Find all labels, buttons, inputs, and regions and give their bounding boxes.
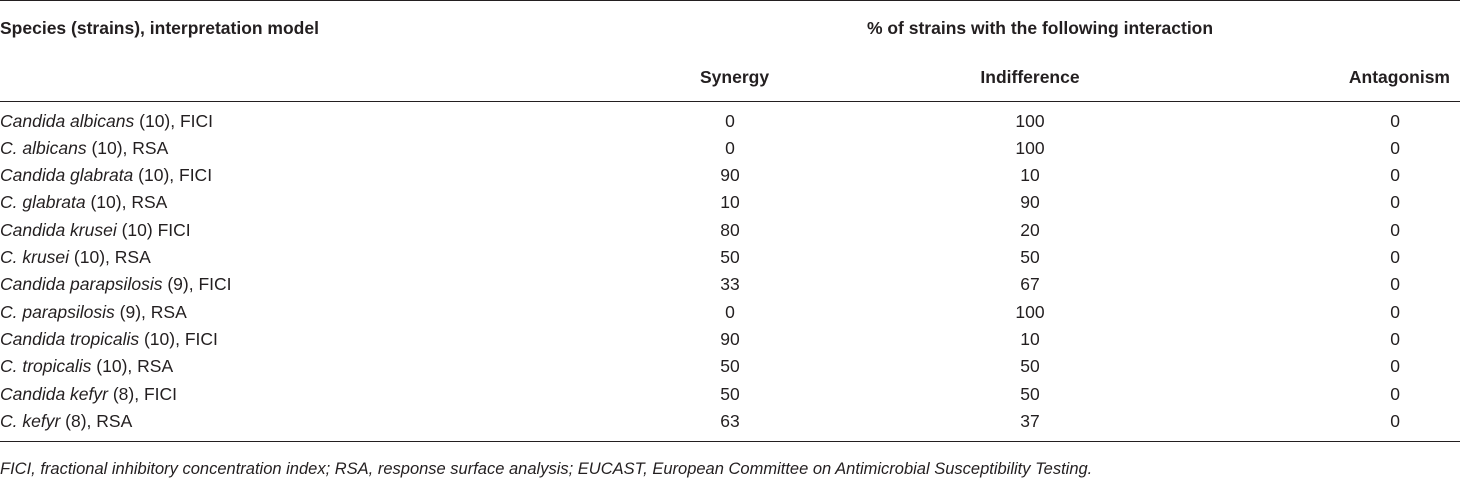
species-name: C. parapsilosis <box>0 301 115 322</box>
cell-synergy: 0 <box>725 137 735 158</box>
table-row: C. albicans (10), RSA 0 100 0 <box>0 135 1460 162</box>
cell-antagonism: 0 <box>1390 383 1400 404</box>
table-row: C. krusei (10), RSA 50 50 0 <box>0 244 1460 271</box>
species-name: Candida tropicalis <box>0 328 140 349</box>
header-row-columns: Synergy Indifference Antagonism <box>0 53 1460 102</box>
strain-model: (10), FICI <box>133 165 213 186</box>
stub-header: Species (strains), interpretation model <box>0 0 560 53</box>
species-name: Candida glabrata <box>0 165 134 186</box>
table-row: C. kefyr (8), RSA 63 37 0 <box>0 407 1460 443</box>
cell-synergy: 50 <box>720 247 740 268</box>
table-row: Candida glabrata (10), FICI 90 10 0 <box>0 162 1460 189</box>
table-row: Candida krusei (10) FICI 80 20 0 <box>0 217 1460 244</box>
row-label: C. kefyr (8), RSA <box>0 407 560 443</box>
species-name: C. tropicalis <box>0 356 92 377</box>
row-label: C. parapsilosis (9), RSA <box>0 299 560 326</box>
strain-model: (8), RSA <box>60 410 133 431</box>
row-label: Candida krusei (10) FICI <box>0 217 560 244</box>
row-label: C. glabrata (10), RSA <box>0 190 560 217</box>
column-header-antagonism: Antagonism <box>1260 53 1460 102</box>
cell-antagonism: 0 <box>1390 301 1400 322</box>
species-name: C. krusei <box>0 247 70 268</box>
cell-antagonism: 0 <box>1390 165 1400 186</box>
cell-synergy: 80 <box>720 219 740 240</box>
strain-model: (9), RSA <box>114 301 187 322</box>
cell-indifference: 10 <box>1020 328 1040 349</box>
cell-antagonism: 0 <box>1390 274 1400 295</box>
row-label: Candida albicans (10), FICI <box>0 102 560 136</box>
column-header-synergy: Synergy <box>560 53 769 102</box>
cell-antagonism: 0 <box>1260 407 1460 443</box>
cell-indifference: 100 <box>1015 301 1045 322</box>
table-row: C. glabrata (10), RSA 10 90 0 <box>0 190 1460 217</box>
cell-synergy: 33 <box>720 274 740 295</box>
row-label: Candida glabrata (10), FICI <box>0 162 560 189</box>
cell-synergy: 10 <box>720 192 740 213</box>
table-footnote: FICI, fractional inhibitory concentratio… <box>0 460 1093 478</box>
row-label: Candida kefyr (8), FICI <box>0 381 560 408</box>
cell-indifference: 90 <box>1020 192 1040 213</box>
strain-model: (10), RSA <box>69 247 151 268</box>
cell-antagonism: 0 <box>1390 247 1400 268</box>
cell-antagonism: 0 <box>1390 110 1400 131</box>
species-name: Candida krusei <box>0 219 117 240</box>
cell-antagonism: 0 <box>1390 137 1400 158</box>
row-label: C. krusei (10), RSA <box>0 244 560 271</box>
species-name: C. kefyr <box>0 410 61 431</box>
species-name: Candida parapsilosis <box>0 274 163 295</box>
row-label: Candida parapsilosis (9), FICI <box>0 271 560 298</box>
species-name: Candida kefyr <box>0 383 108 404</box>
cell-indifference: 50 <box>1020 383 1040 404</box>
strain-model: (10), FICI <box>134 110 214 131</box>
table-row: Candida kefyr (8), FICI 50 50 0 <box>0 381 1460 408</box>
strain-model: (10) FICI <box>116 219 191 240</box>
row-label: C. tropicalis (10), RSA <box>0 353 560 380</box>
cell-synergy: 50 <box>720 383 740 404</box>
cell-indifference: 50 <box>1020 247 1040 268</box>
species-name: C. glabrata <box>0 192 86 213</box>
table-row: C. tropicalis (10), RSA 50 50 0 <box>0 353 1460 380</box>
table-row: Candida parapsilosis (9), FICI 33 67 0 <box>0 271 1460 298</box>
strain-model: (10), FICI <box>139 328 218 349</box>
interaction-table: Species (strains), interpretation model … <box>0 0 1460 443</box>
cell-indifference: 67 <box>1020 274 1040 295</box>
cell-antagonism: 0 <box>1390 328 1400 349</box>
strain-model: (8), FICI <box>107 383 178 404</box>
cell-synergy: 90 <box>720 328 740 349</box>
cell-antagonism: 0 <box>1390 192 1400 213</box>
cell-indifference: 100 <box>1015 137 1045 158</box>
row-label: C. albicans (10), RSA <box>0 135 560 162</box>
cell-antagonism: 0 <box>1390 356 1400 377</box>
strain-model: (10), RSA <box>85 192 168 213</box>
strain-model: (10), RSA <box>91 356 174 377</box>
strain-model: (9), FICI <box>162 274 232 295</box>
cell-indifference: 10 <box>1020 165 1040 186</box>
cell-indifference: 20 <box>1020 219 1040 240</box>
cell-indifference: 37 <box>760 407 1260 443</box>
column-header-indifference: Indifference <box>760 53 1260 102</box>
stub-spacer <box>0 53 560 102</box>
group-header: % of strains with the following interact… <box>560 0 1460 53</box>
cell-synergy: 63 <box>560 407 760 443</box>
table-row: Candida tropicalis (10), FICI 90 10 0 <box>0 326 1460 353</box>
species-name: Candida albicans <box>0 110 135 131</box>
cell-antagonism: 0 <box>1390 219 1400 240</box>
cell-synergy: 0 <box>725 301 735 322</box>
cell-synergy: 90 <box>720 165 740 186</box>
strain-model: (10), RSA <box>86 137 169 158</box>
table-body: Candida albicans (10), FICI 0 100 0 C. a… <box>0 102 1460 443</box>
table-row: C. parapsilosis (9), RSA 0 100 0 <box>0 299 1460 326</box>
cell-synergy: 50 <box>720 356 740 377</box>
species-name: C. albicans <box>0 137 87 158</box>
table-row: Candida albicans (10), FICI 0 100 0 <box>0 102 1460 136</box>
row-label: Candida tropicalis (10), FICI <box>0 326 560 353</box>
cell-indifference: 50 <box>1020 356 1040 377</box>
header-row-group: Species (strains), interpretation model … <box>0 0 1460 53</box>
cell-synergy: 0 <box>725 110 735 131</box>
cell-indifference: 100 <box>1015 110 1045 131</box>
